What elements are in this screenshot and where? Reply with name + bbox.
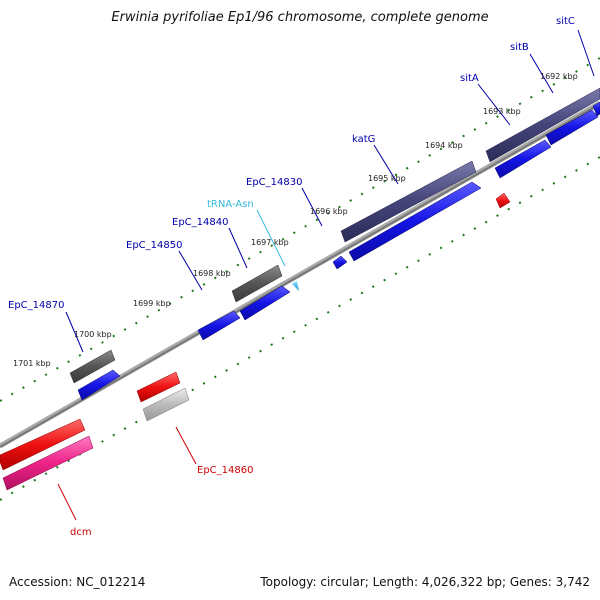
gene-block-katG-outer[interactable] [340, 160, 477, 243]
accession-text: Accession: NC_012214 [9, 575, 146, 589]
scale-label: 1692 kbp [540, 72, 578, 81]
leader-lines [57, 29, 595, 521]
scale-label: 1698 kbp [193, 269, 231, 278]
gene-label-katG[interactable]: katG [352, 134, 375, 145]
scale-label: 1700 kbp [74, 330, 112, 339]
gene-block-sitA-outer[interactable] [485, 87, 600, 163]
gene-block-EpC_14840-outer[interactable] [231, 264, 283, 303]
gene-label-dcm[interactable]: dcm [70, 527, 92, 538]
cds-arrow-EpC_14850[interactable] [197, 310, 241, 341]
gene-label-EpC_14840[interactable]: EpC_14840 [172, 217, 228, 228]
cds-arrow-EpC_14860[interactable] [136, 371, 181, 403]
scale-label: 1696 kbp [310, 207, 348, 216]
cds-arrow-sitC[interactable] [592, 101, 600, 117]
gene-block-EpC_14870-outer[interactable] [69, 349, 116, 384]
gene-label-sitC[interactable]: sitC [556, 16, 575, 27]
cds-arrow-sitB[interactable] [545, 109, 599, 146]
gene-block-dcm-outer[interactable] [2, 435, 94, 491]
trna-arrow-tRNA-Asn[interactable] [292, 281, 299, 291]
map-title: Erwinia pyrifoliae Ep1/96 chromosome, co… [111, 10, 489, 25]
backbone-line-core [0, 103, 600, 448]
summary-text: Topology: circular; Length: 4,026,322 bp… [260, 575, 590, 589]
gene-label-sitA[interactable]: sitA [460, 73, 479, 84]
trna-label-tRNA-Asn[interactable]: tRNA-Asn [207, 199, 254, 210]
cds-arrow-dcm[interactable] [0, 418, 86, 471]
gene-label-sitB[interactable]: sitB [510, 42, 529, 53]
scale-label: 1695 kbp [368, 174, 406, 183]
scale-label: 1701 kbp [13, 359, 51, 368]
cds-arrow-reverse-small[interactable] [495, 192, 511, 209]
cds-arrow-EpC_14830[interactable] [332, 255, 348, 270]
cds-arrow-katG[interactable] [348, 181, 482, 262]
scale-label: 1693 kbp [483, 107, 521, 116]
gene-label-EpC_14830[interactable]: EpC_14830 [246, 177, 302, 188]
scale-label: 1697 kbp [251, 238, 289, 247]
cds-arrow-sitA[interactable] [494, 139, 552, 179]
scale-label: 1694 kbp [425, 141, 463, 150]
gene-label-EpC_14850[interactable]: EpC_14850 [126, 240, 182, 251]
gene-block-EpC_14860-outer[interactable] [142, 387, 190, 422]
scale-label: 1699 kbp [133, 299, 171, 308]
gene-label-EpC_14860[interactable]: EpC_14860 [197, 465, 253, 476]
cds-arrow-EpC_14840[interactable] [239, 285, 291, 321]
gene-label-EpC_14870[interactable]: EpC_14870 [8, 300, 64, 311]
scale-labels: 1692 kbp 1693 kbp 1694 kbp 1695 kbp 1696… [13, 72, 578, 368]
cds-arrow-EpC_14870[interactable] [77, 369, 121, 401]
